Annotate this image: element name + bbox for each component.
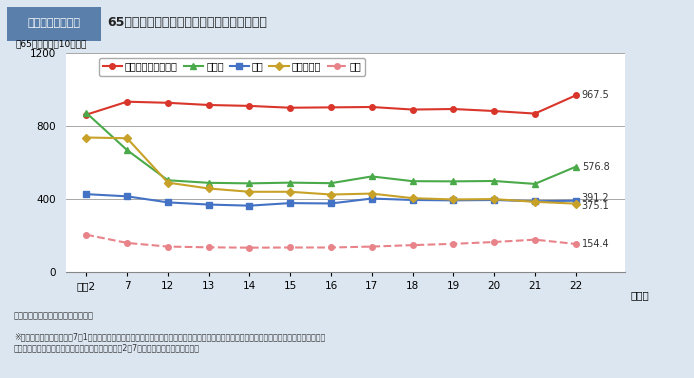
Text: 375.1: 375.1 [582,201,609,211]
肺炎 [164,200,172,204]
心疾患 [571,164,579,169]
Legend: 悪性新生物（がん）, 心疾患, 肺炎, 脳血管疾患, 老衰: 悪性新生物（がん）, 心疾患, 肺炎, 脳血管疾患, 老衰 [99,58,365,76]
Line: 老衰: 老衰 [83,232,578,251]
脳血管疾患 [571,201,579,206]
Text: 391.2: 391.2 [582,194,609,203]
肺炎 [408,198,416,202]
Line: 脳血管疾患: 脳血管疾患 [83,135,578,206]
脳血管疾患 [368,191,376,196]
肺炎 [245,203,253,208]
肺炎 [286,201,294,205]
悪性新生物（がん） [82,112,90,117]
脳血管疾患 [164,180,172,185]
悪性新生物（がん） [368,105,376,109]
脳血管疾患 [123,136,131,141]
心疾患 [327,181,335,186]
心疾患 [245,181,253,186]
Text: 図１－２－３－８: 図１－２－３－８ [27,18,81,28]
心疾患 [490,179,498,183]
Line: 悪性新生物（がん）: 悪性新生物（がん） [83,93,578,118]
悪性新生物（がん） [205,103,213,107]
脳血管疾患 [205,186,213,191]
脳血管疾患 [286,189,294,194]
Text: （年）: （年） [630,290,649,300]
Text: 576.8: 576.8 [582,162,609,172]
肺炎 [368,196,376,201]
心疾患 [82,111,90,115]
老衰 [245,245,253,250]
老衰 [123,241,131,245]
脳血管疾患 [245,189,253,194]
Line: 心疾患: 心疾患 [83,110,578,187]
老衰 [368,244,376,249]
老衰 [327,245,335,250]
悪性新生物（がん） [164,101,172,105]
肺炎 [490,198,498,202]
心疾患 [123,148,131,152]
Text: （65歳以上人口10万対）: （65歳以上人口10万対） [16,40,87,48]
肺炎 [449,198,457,203]
悪性新生物（がん） [531,111,539,116]
脳血管疾患 [327,192,335,197]
脳血管疾患 [82,135,90,140]
心疾患 [449,179,457,184]
Text: ※心疾患においては、平成7年1月から死亡診断書に「死亡の原因欄には、疾患の終末期の状態としての心不全、呼吸不全等は書かないでくださ
　い。」という注意書きが追加: ※心疾患においては、平成7年1月から死亡診断書に「死亡の原因欄には、疾患の終末期… [14,333,325,352]
心疾患 [408,179,416,183]
老衰 [82,232,90,237]
脳血管疾患 [531,200,539,204]
悪性新生物（がん） [490,109,498,113]
心疾患 [205,181,213,185]
老衰 [408,243,416,247]
FancyBboxPatch shape [7,7,101,41]
脳血管疾患 [449,197,457,202]
悪性新生物（がん） [327,105,335,110]
悪性新生物（がん） [123,99,131,104]
脳血管疾患 [408,196,416,200]
心疾患 [286,180,294,185]
悪性新生物（がん） [286,105,294,110]
肺炎 [123,194,131,198]
心疾患 [531,182,539,186]
老衰 [286,245,294,250]
老衰 [531,237,539,242]
老衰 [571,242,579,246]
悪性新生物（がん） [408,107,416,112]
Text: 154.4: 154.4 [582,239,609,249]
悪性新生物（がん） [571,93,579,98]
老衰 [205,245,213,249]
心疾患 [368,174,376,179]
Text: 資料：厚生労働省「人口動態統計」: 資料：厚生労働省「人口動態統計」 [14,312,94,321]
Text: 967.5: 967.5 [582,90,609,101]
Text: 65歳以上の高齢者の主な死因別死亡率の推移: 65歳以上の高齢者の主な死因別死亡率の推移 [108,16,267,29]
肺炎 [205,202,213,207]
心疾患 [164,178,172,183]
悪性新生物（がん） [245,104,253,108]
老衰 [164,244,172,249]
老衰 [449,242,457,246]
肺炎 [82,192,90,197]
老衰 [490,240,498,244]
脳血管疾患 [490,197,498,201]
Line: 肺炎: 肺炎 [83,191,578,208]
肺炎 [571,198,579,203]
悪性新生物（がん） [449,107,457,111]
肺炎 [531,199,539,203]
肺炎 [327,201,335,206]
